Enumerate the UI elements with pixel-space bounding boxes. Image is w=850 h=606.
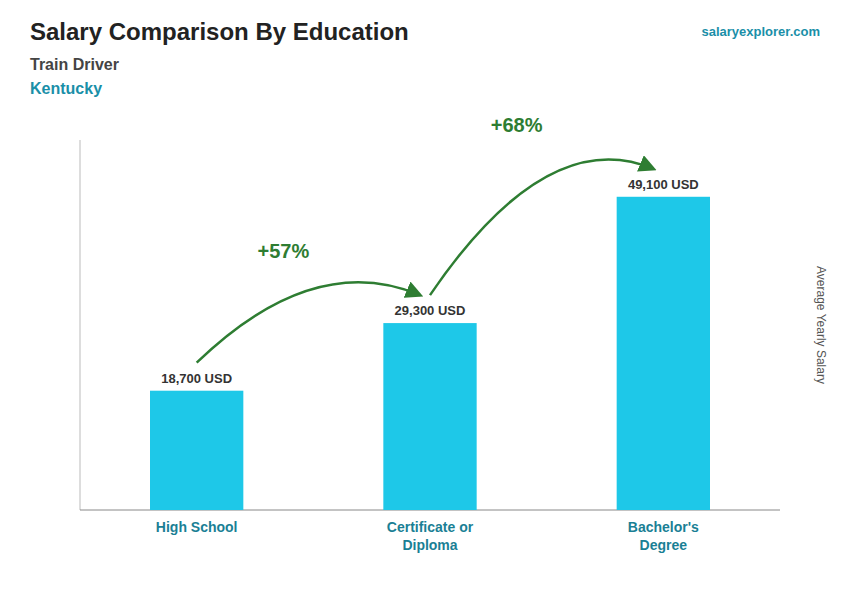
growth-arrow (430, 159, 653, 295)
growth-arrow (197, 282, 420, 362)
bar (383, 323, 476, 510)
data-label: 18,700 USD (161, 371, 232, 386)
title: Salary Comparison By Education (30, 18, 409, 45)
annotation: +57% (257, 240, 309, 262)
chart: Salary Comparison By Education Train Driv… (0, 0, 850, 606)
x-tick-label: High School (156, 519, 238, 535)
annotation: +68% (491, 114, 543, 136)
bar (617, 197, 710, 510)
bars (150, 197, 710, 510)
data-label: 29,300 USD (395, 303, 466, 318)
x-tick-label: Bachelor'sDegree (628, 519, 699, 553)
x-tick-label: Certificate orDiploma (387, 519, 474, 553)
subtitle: Kentucky (30, 80, 102, 97)
y-axis-label: Average Yearly Salary (814, 266, 828, 384)
subtitle: Train Driver (30, 56, 119, 73)
y-axis-line (80, 140, 81, 510)
bar (150, 391, 243, 510)
source: salaryexplorer.com (701, 24, 820, 39)
data-label: 49,100 USD (628, 177, 699, 192)
